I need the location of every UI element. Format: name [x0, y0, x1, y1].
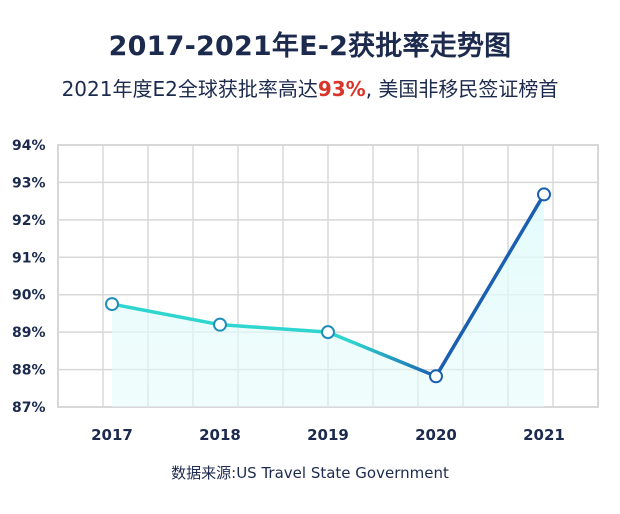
source-note: 数据来源:US Travel State Government [171, 464, 449, 482]
subtitle-highlight: 93% [317, 77, 366, 101]
y-tick-label: 89% [12, 325, 46, 341]
subtitle-prefix: 2021年度E2全球获批率高达 [61, 77, 318, 101]
y-tick-label: 90% [12, 288, 46, 304]
y-tick-label: 88% [12, 363, 46, 379]
data-point [105, 297, 119, 312]
data-point [321, 325, 335, 340]
x-tick-label: 2018 [199, 426, 241, 444]
data-point [537, 187, 551, 202]
x-tick-label: 2019 [307, 426, 349, 444]
y-tick-label: 93% [12, 175, 46, 191]
data-point [429, 369, 443, 384]
y-tick-label: 92% [12, 213, 46, 229]
y-tick-label: 87% [12, 400, 46, 416]
chart-subtitle: 2021年度E2全球获批率高达93%, 美国非移民签证榜首 [0, 73, 620, 102]
series-area [112, 194, 544, 407]
x-tick-label: 2021 [523, 426, 565, 444]
chart-title: 2017-2021年E-2获批率走势图 [108, 31, 512, 62]
data-point [213, 317, 227, 332]
y-tick-label: 91% [12, 250, 46, 266]
subtitle-suffix: , 美国非移民签证榜首 [365, 77, 559, 101]
x-tick-label: 2020 [415, 426, 457, 444]
x-tick-label: 2017 [91, 426, 133, 444]
y-tick-label: 94% [12, 138, 46, 154]
